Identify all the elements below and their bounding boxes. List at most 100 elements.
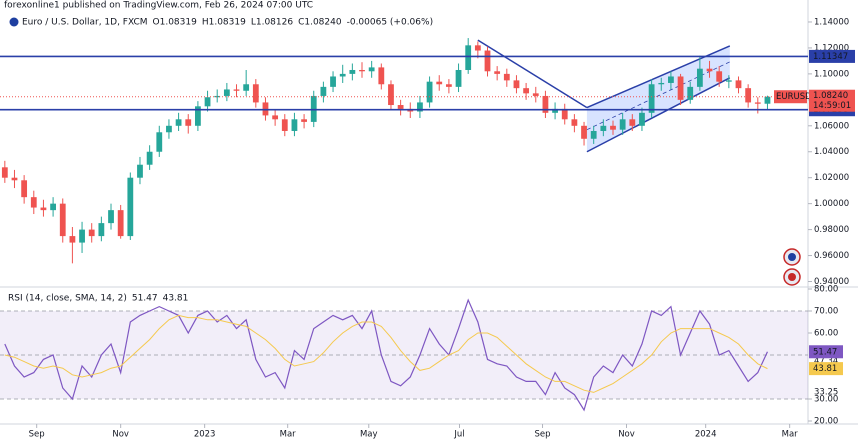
candle-body	[629, 119, 636, 126]
candle-body	[223, 89, 230, 96]
candle-body	[639, 112, 645, 126]
candle-body	[658, 82, 665, 85]
candle-body	[195, 106, 201, 126]
candle-body	[561, 108, 568, 120]
y-tick-label: 1.10000	[814, 69, 849, 79]
level-label: 1.11347	[813, 52, 848, 62]
candle-body	[11, 177, 18, 181]
x-tick-label: Mar	[280, 430, 297, 440]
last-price-label: 1.08240	[813, 91, 848, 101]
y-tick-label: 60.00	[814, 329, 838, 339]
candle-body	[503, 73, 510, 81]
candle-body	[291, 119, 298, 131]
candle-body	[1, 167, 8, 178]
candle-body	[426, 81, 433, 103]
candle-body	[156, 132, 163, 152]
candle-body	[735, 80, 742, 89]
y-tick-label: 80.00	[814, 285, 838, 295]
candle-body	[98, 223, 105, 237]
candle-body	[359, 69, 365, 72]
level-label-box	[809, 49, 855, 63]
candle-body	[465, 45, 472, 70]
rsi-legend-value: 43.81	[163, 294, 189, 304]
candle-body	[30, 197, 37, 208]
candle-body	[146, 151, 153, 165]
candle-body	[754, 102, 761, 104]
channel-midline	[586, 61, 730, 131]
candle-body	[484, 50, 491, 72]
candle-body	[262, 102, 269, 116]
candle-body	[349, 69, 356, 74]
value-box	[809, 345, 843, 359]
x-tick-label: Nov	[112, 430, 129, 440]
x-tick-label: May	[360, 430, 378, 440]
candle-body	[50, 203, 56, 211]
y-tick-label: 1.04000	[814, 147, 849, 157]
y-tick-label: 1.12000	[814, 43, 849, 53]
candle-body	[619, 119, 626, 130]
countdown-label: 14:59:01	[813, 101, 851, 111]
candle-body	[716, 71, 723, 82]
candle-body	[88, 229, 95, 237]
x-tick-label: 2023	[194, 430, 216, 440]
candle-body	[648, 84, 655, 113]
publisher-line: forexonline1 published on TradingView.co…	[4, 1, 313, 11]
candle-body	[320, 86, 327, 96]
flag-icon	[788, 253, 796, 261]
indicator-label: 47.34	[814, 356, 838, 366]
candle-body	[725, 80, 732, 82]
candle-body	[127, 177, 134, 237]
candle-body	[175, 119, 182, 126]
value-box	[809, 362, 843, 376]
candle-body	[436, 81, 443, 85]
rsi-title: RSI (14, close, SMA, 14, 2)	[8, 294, 127, 304]
x-tick-label: Nov	[618, 430, 635, 440]
candle-body	[40, 207, 47, 211]
x-tick-label: Sep	[535, 430, 551, 440]
ohlc-label: L1.08126	[251, 18, 294, 28]
ohlc-label: O1.08319	[153, 18, 198, 28]
candle-body	[21, 180, 28, 198]
candle-body	[445, 84, 452, 87]
candle-body	[339, 73, 346, 77]
candle-body	[417, 102, 423, 112]
indicator-label: 33.25	[814, 387, 838, 397]
candle-body	[301, 119, 307, 122]
candle-body	[571, 119, 578, 126]
y-tick-label: 30.00	[814, 395, 838, 405]
y-tick-label: 1.14000	[814, 17, 849, 27]
candle-body	[581, 125, 587, 139]
candle-body	[532, 93, 539, 96]
candle-body	[696, 68, 703, 87]
y-tick-label: 0.98000	[814, 225, 849, 235]
candle-body	[368, 67, 375, 72]
candle-body	[281, 119, 288, 131]
x-tick-label: Mar	[782, 430, 799, 440]
ohlc-label: C1.08240	[298, 18, 342, 28]
candle-body	[513, 80, 520, 89]
candle-body	[523, 88, 530, 94]
rsi-legend-value: 51.47	[132, 294, 158, 304]
ohlc-label: -0.00065 (+0.06%)	[347, 18, 433, 28]
trendline	[477, 39, 588, 109]
candle-body	[137, 164, 143, 178]
candle-body	[79, 229, 85, 243]
flag-icon	[788, 273, 796, 281]
candle-body	[388, 84, 394, 106]
symbol-box	[774, 90, 807, 104]
rsi-line	[4, 298, 768, 412]
y-tick-label: 1.06000	[814, 121, 849, 131]
x-tick-label: Sep	[29, 430, 45, 440]
candle-body	[117, 210, 124, 237]
candle-body	[552, 108, 558, 113]
candle-body	[764, 96, 771, 104]
candle-body	[233, 89, 240, 91]
candle-body	[59, 203, 66, 237]
candle-body	[590, 130, 597, 139]
candle-body	[204, 97, 211, 107]
value-box-label: 43.81	[813, 364, 837, 374]
candle-body	[243, 84, 250, 91]
candle-body	[455, 69, 462, 87]
rsi-line	[4, 314, 768, 393]
